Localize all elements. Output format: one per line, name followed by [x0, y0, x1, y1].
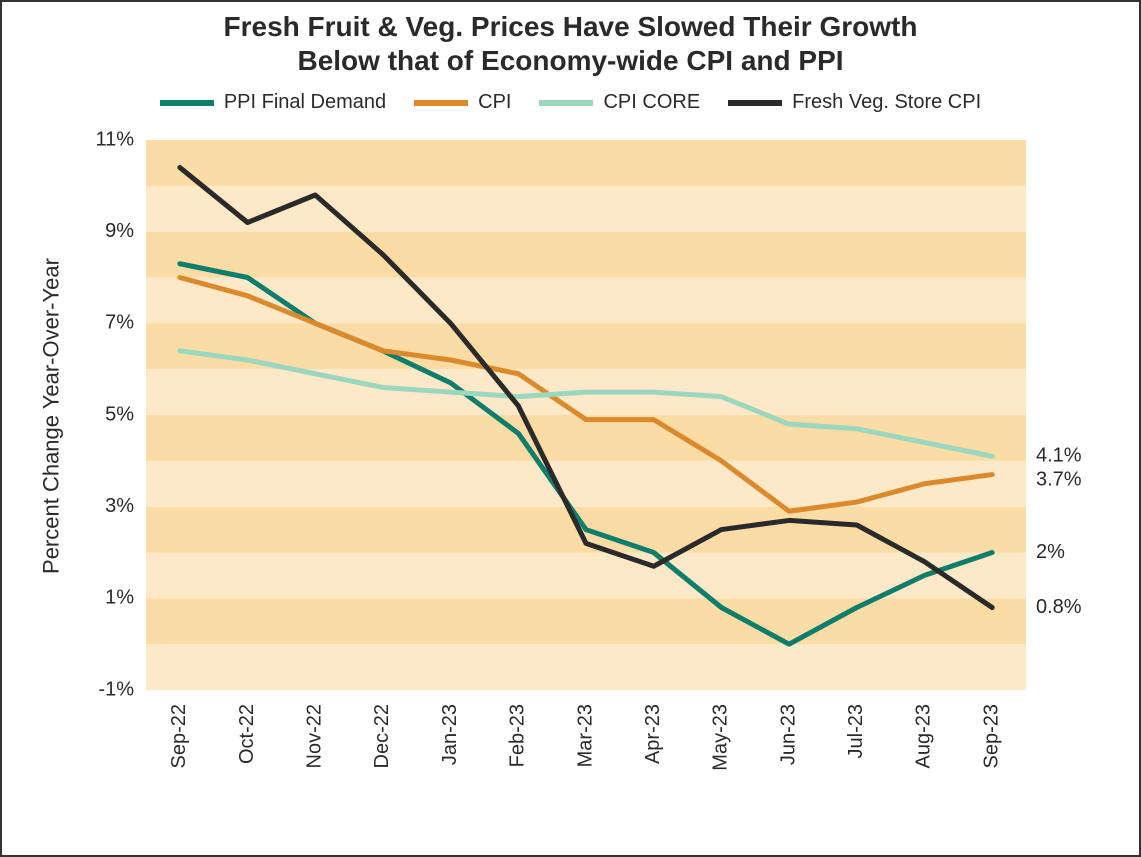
y-tick-label: 3%: [105, 495, 134, 517]
line-chart-svg: -1% 1% 3% 5% 7% 9% 11% Sep-22 Oct-22 Nov-22 Dec-22…: [16, 120, 1116, 810]
x-tick-label: Jun-23: [777, 704, 799, 765]
legend-swatch-cpi: [414, 100, 468, 106]
y-tick-label: 9%: [105, 220, 134, 242]
legend-item-fresh_veg: Fresh Veg. Store CPI: [728, 91, 981, 114]
x-tick-label: Mar-23: [574, 704, 596, 767]
chart-area: Percent Change Year-Over-Year -1% 1% 3% 5% 7…: [16, 120, 1125, 810]
end-labels: 2% 3.7%4.1% 0.8%: [1036, 445, 1082, 618]
end-label-cpi: 3.7%: [1036, 469, 1082, 491]
legend-label-ppi: PPI Final Demand: [224, 91, 386, 114]
y-tick-label: 5%: [105, 403, 134, 425]
end-label-fresh_veg: 0.8%: [1036, 596, 1082, 618]
y-tick-label: 7%: [105, 312, 134, 334]
legend-item-ppi: PPI Final Demand: [160, 91, 386, 114]
x-tick-label: Aug-23: [913, 704, 935, 769]
end-label-ppi: 2%: [1036, 541, 1065, 563]
x-ticks: Sep-22 Oct-22 Nov-22 Dec-22 Jan-23 Feb-23 Mar-…: [168, 704, 1002, 771]
legend-item-cpi: CPI: [414, 91, 511, 114]
x-tick-label: Dec-22: [371, 704, 393, 768]
y-ticks: -1% 1% 3% 5% 7% 9% 11%: [95, 128, 134, 700]
legend-swatch-fresh_veg: [728, 100, 782, 106]
y-axis-title: Percent Change Year-Over-Year: [38, 258, 64, 574]
x-tick-label: Sep-22: [168, 704, 190, 769]
legend-swatch-ppi: [160, 100, 214, 106]
legend-swatch-cpi_core: [539, 100, 593, 106]
chart-title-line2: Below that of Economy-wide CPI and PPI: [297, 45, 843, 76]
x-tick-label: Jul-23: [845, 704, 867, 758]
x-tick-label: Apr-23: [642, 704, 664, 764]
x-tick-label: Jan-23: [439, 704, 461, 765]
x-tick-label: Nov-22: [304, 704, 326, 768]
x-tick-label: Sep-23: [980, 704, 1002, 769]
legend-label-fresh_veg: Fresh Veg. Store CPI: [792, 91, 981, 114]
plot-bands: [146, 140, 1026, 690]
legend-label-cpi: CPI: [478, 91, 511, 114]
y-tick-label: 11%: [95, 128, 134, 150]
x-tick-label: Oct-22: [236, 704, 258, 764]
y-tick-label: -1%: [98, 678, 134, 700]
legend-item-cpi_core: CPI CORE: [539, 91, 700, 114]
chart-frame: Fresh Fruit & Veg. Prices Have Slowed Th…: [0, 0, 1141, 857]
legend: PPI Final Demand CPI CPI CORE Fresh Veg. St…: [16, 91, 1125, 114]
x-tick-label: Feb-23: [507, 704, 529, 767]
y-tick-label: 1%: [105, 587, 134, 609]
x-tick-label: May-23: [710, 704, 732, 771]
legend-label-cpi_core: CPI CORE: [603, 91, 700, 114]
chart-title: Fresh Fruit & Veg. Prices Have Slowed Th…: [16, 10, 1125, 77]
end-label-cpi_core: 4.1%: [1036, 445, 1082, 467]
chart-title-line1: Fresh Fruit & Veg. Prices Have Slowed Th…: [224, 11, 918, 42]
